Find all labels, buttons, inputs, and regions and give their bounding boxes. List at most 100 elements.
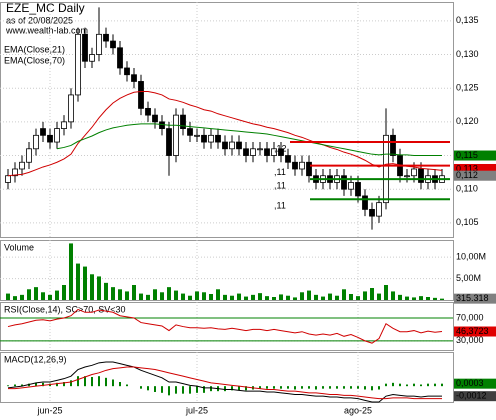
volume-bar — [405, 296, 409, 300]
candle-body — [208, 134, 214, 143]
volume-bar — [356, 296, 360, 300]
last-value-box — [454, 170, 496, 181]
x-tick-label: jun-25 — [36, 405, 62, 415]
candle-body — [383, 134, 389, 204]
level-label: ,12 — [274, 143, 287, 153]
histogram-bar — [238, 386, 240, 391]
y-tick-label: 30,000 — [456, 335, 484, 345]
last-value-box — [454, 293, 496, 304]
chart-title: EZE_MC Daily — [6, 1, 85, 15]
candle-body — [194, 134, 200, 137]
histogram-bar — [147, 386, 149, 391]
histogram-bar — [182, 386, 184, 394]
histogram-bar — [427, 383, 429, 387]
candle-body — [187, 128, 193, 136]
legend-entry: EMA(Close,21) — [4, 44, 65, 54]
candle-body — [180, 114, 186, 129]
histogram-bar — [154, 386, 156, 392]
volume-bar — [412, 297, 416, 300]
histogram-bar — [224, 386, 226, 392]
volume-bar — [202, 292, 206, 300]
candle-body — [33, 134, 39, 150]
candle-body — [5, 175, 11, 183]
volume-bar — [41, 292, 45, 300]
volume-bar — [6, 293, 10, 300]
volume-bar — [216, 289, 220, 300]
panel-frame — [0, 352, 454, 403]
histogram-bar — [63, 382, 65, 387]
volume-bar — [230, 295, 234, 300]
y-tick-label: 0,120 — [456, 116, 479, 126]
last-value-label: 0,115 — [456, 150, 478, 160]
volume-bar — [97, 276, 101, 300]
volume-bar — [223, 294, 227, 300]
histogram-bar — [77, 376, 79, 387]
candle-body — [131, 74, 137, 82]
panel-frame — [0, 2, 454, 238]
y-tick-label: 0,135 — [456, 15, 479, 25]
volume-bar — [321, 296, 325, 300]
volume-bar — [76, 263, 80, 300]
volume-bar — [258, 293, 262, 300]
candle-body — [145, 107, 151, 116]
histogram-bar — [196, 386, 198, 393]
candle-body — [243, 148, 249, 156]
volume-bar — [342, 289, 346, 300]
volume-bar — [111, 287, 115, 300]
volume-bar — [391, 291, 395, 300]
volume-bar — [237, 293, 241, 300]
histogram-bar — [378, 386, 380, 390]
last-value-label: 315.318 — [456, 293, 489, 303]
series-line — [56, 123, 442, 157]
x-tick-label: jul-25 — [185, 405, 208, 415]
last-value-label: -0,0012 — [456, 391, 487, 401]
histogram-bar — [350, 386, 352, 389]
volume-bar — [188, 295, 192, 300]
volume-bar — [307, 290, 311, 300]
volume-bar — [398, 294, 402, 300]
candle-body — [292, 161, 298, 170]
histogram-bar — [273, 386, 275, 389]
candle-body — [348, 182, 354, 190]
histogram-bar — [420, 384, 422, 387]
y-tick-label: 70,000 — [456, 312, 484, 322]
histogram-bar — [35, 382, 37, 387]
candle-body — [201, 134, 207, 143]
candle-body — [341, 175, 347, 190]
panel-title: RSI(Close,14), SC>70, SV<30 — [4, 304, 126, 314]
candle-body — [229, 141, 235, 150]
volume-bar — [349, 294, 353, 300]
volume-bar — [433, 297, 437, 300]
volume-bar — [209, 294, 213, 300]
histogram-bar — [14, 384, 16, 387]
series-line — [8, 366, 442, 400]
volume-bar — [104, 282, 108, 300]
candle-body — [411, 168, 417, 177]
histogram-bar — [357, 386, 359, 389]
candle-body — [47, 134, 53, 143]
histogram-bar — [231, 386, 233, 391]
histogram-bar — [42, 382, 44, 387]
volume-bar — [314, 294, 318, 300]
histogram-bar — [280, 386, 282, 389]
histogram-bar — [91, 377, 93, 387]
panel-frame — [0, 240, 454, 301]
candle-body — [40, 128, 46, 136]
volume-bar — [69, 243, 73, 300]
histogram-bar — [168, 386, 170, 396]
legend-entry: EMA(Close,70) — [4, 55, 65, 65]
histogram-bar — [385, 383, 387, 387]
histogram-bar — [329, 386, 331, 389]
histogram-bar — [406, 384, 408, 387]
volume-bar — [251, 294, 255, 300]
volume-bar — [377, 293, 381, 300]
candle-body — [362, 195, 368, 210]
histogram-bar — [392, 382, 394, 387]
histogram-bar — [126, 384, 128, 387]
histogram-bar — [7, 385, 9, 387]
volume-bar — [279, 294, 283, 300]
histogram-bar — [210, 386, 212, 392]
candle-body — [236, 141, 242, 150]
histogram-bar — [105, 377, 107, 387]
volume-bar — [286, 295, 290, 300]
